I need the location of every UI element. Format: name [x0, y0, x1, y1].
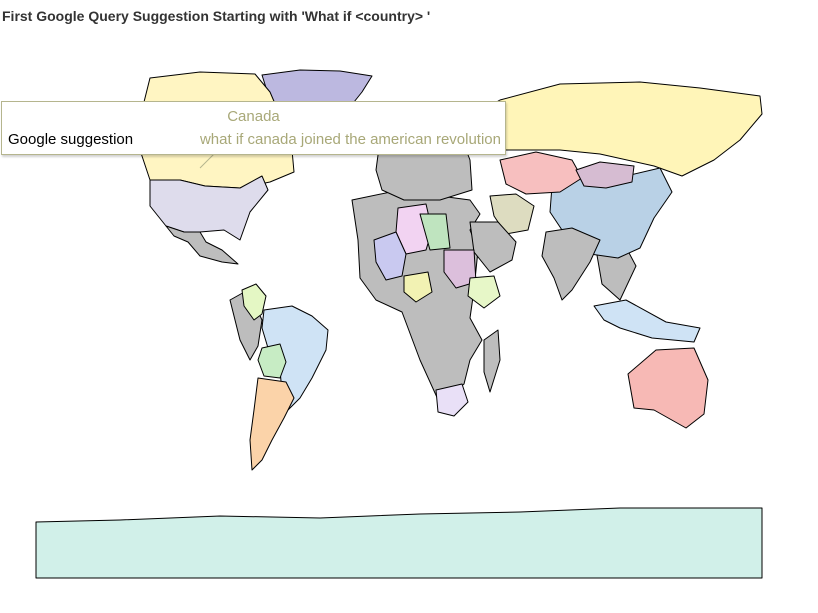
country-south-africa[interactable] [435, 383, 469, 417]
tooltip-label: Google suggestion [8, 131, 134, 148]
country-madagascar[interactable] [483, 329, 501, 393]
country-mali[interactable] [373, 231, 407, 281]
country-ethiopia[interactable] [467, 275, 501, 309]
country-mongolia[interactable] [575, 161, 635, 189]
country-sudan[interactable] [443, 249, 477, 289]
country-bolivia[interactable] [257, 343, 287, 379]
tooltip-value: what if canada joined the american revol… [199, 131, 501, 148]
country-kazakhstan[interactable] [499, 151, 583, 195]
country-colombia[interactable] [241, 283, 267, 321]
country-tooltip: Canada Google suggestion what if canada … [1, 101, 506, 155]
country-antarctica[interactable] [35, 507, 763, 579]
country-indonesia[interactable] [593, 299, 701, 343]
country-india[interactable] [541, 227, 601, 301]
country-nigeria[interactable] [403, 271, 433, 303]
country-argentina[interactable] [249, 377, 295, 471]
country-mexico[interactable] [165, 225, 239, 265]
tooltip-pointer [199, 152, 216, 169]
country-iran[interactable] [489, 193, 535, 235]
tooltip-country: Canada [227, 108, 280, 125]
country-russia[interactable] [461, 81, 763, 177]
country-australia[interactable] [627, 347, 709, 429]
map-title: First Google Query Suggestion Starting w… [2, 8, 431, 24]
country-libya[interactable] [419, 213, 451, 251]
